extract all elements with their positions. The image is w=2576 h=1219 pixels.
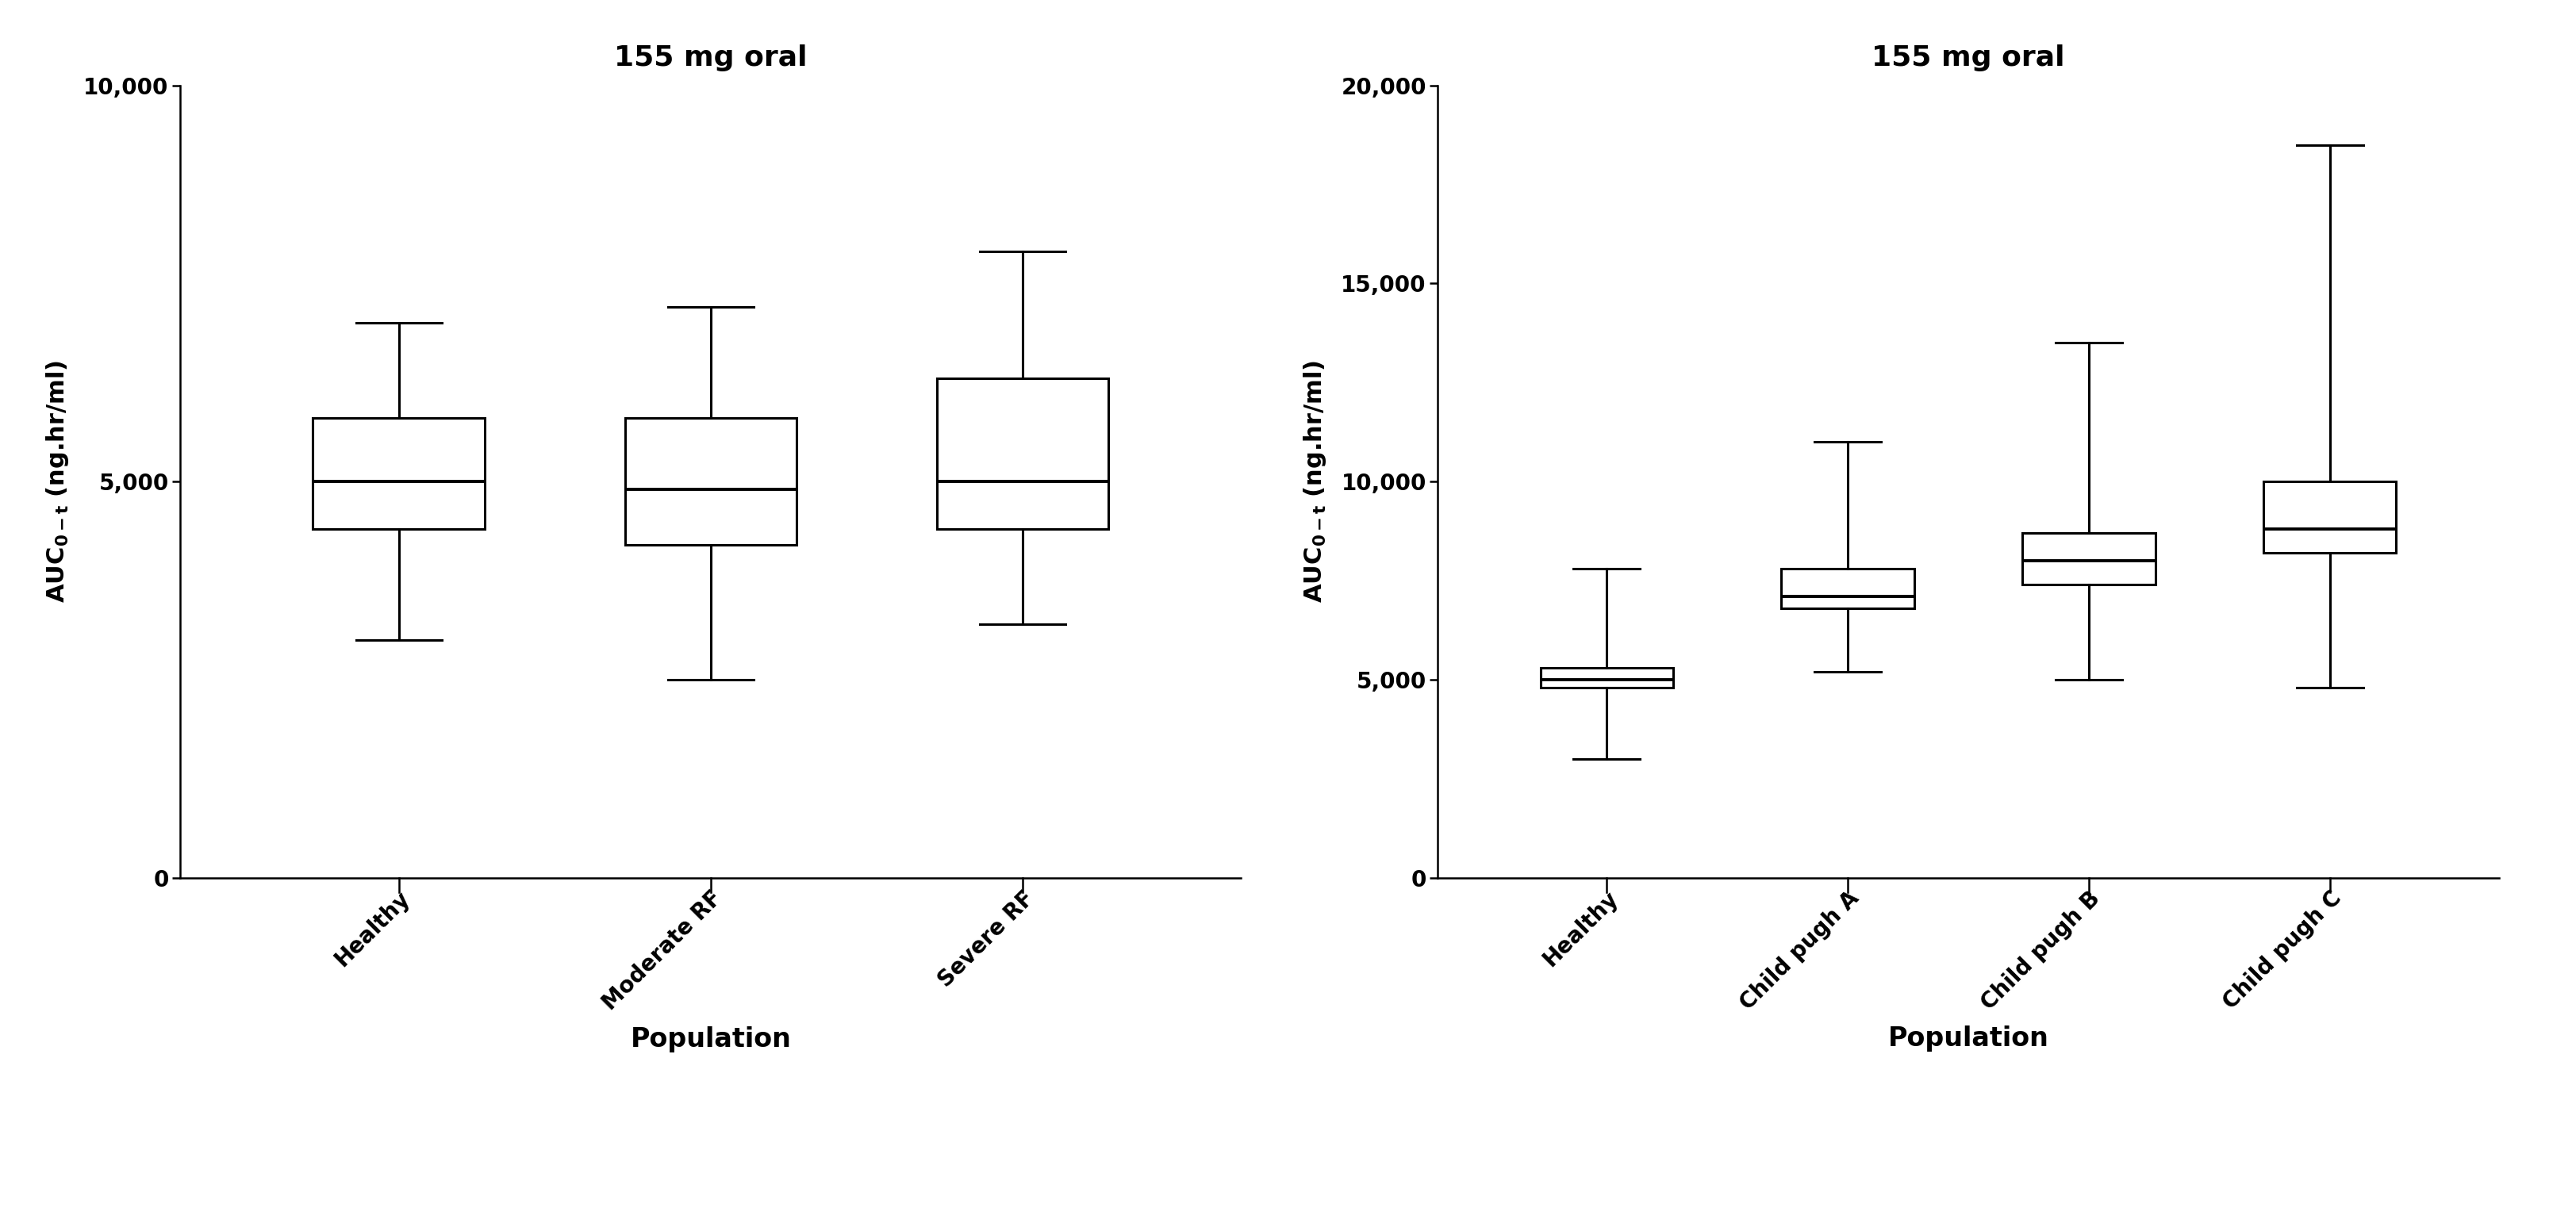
PathPatch shape: [2264, 482, 2396, 552]
Y-axis label: AUC$_{\mathregular{0-t}}$ (ng.hr/ml): AUC$_{\mathregular{0-t}}$ (ng.hr/ml): [44, 360, 70, 603]
PathPatch shape: [626, 418, 796, 545]
PathPatch shape: [2022, 533, 2156, 584]
X-axis label: Population: Population: [1888, 1025, 2048, 1052]
PathPatch shape: [312, 418, 484, 529]
PathPatch shape: [1540, 668, 1672, 688]
Title: 155 mg oral: 155 mg oral: [613, 44, 806, 71]
PathPatch shape: [1783, 568, 1914, 608]
Y-axis label: AUC$_{\mathregular{0-t}}$ (ng.hr/ml): AUC$_{\mathregular{0-t}}$ (ng.hr/ml): [1301, 360, 1327, 603]
Title: 155 mg oral: 155 mg oral: [1873, 44, 2066, 71]
PathPatch shape: [938, 378, 1108, 529]
X-axis label: Population: Population: [631, 1026, 791, 1052]
